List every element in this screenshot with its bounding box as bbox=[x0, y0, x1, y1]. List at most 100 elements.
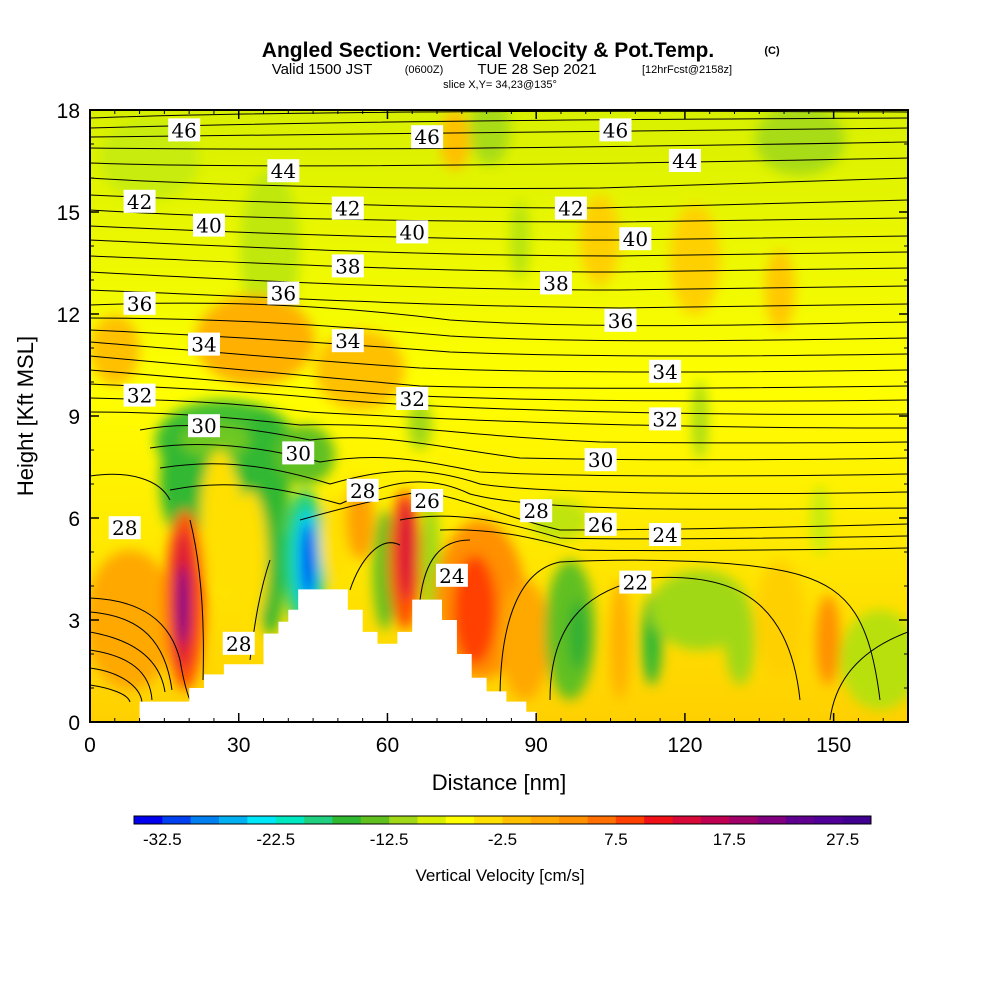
pot-temp-label-text: 44 bbox=[672, 149, 697, 173]
pot-temp-label-bg bbox=[540, 271, 573, 295]
x-axis: 0 30 60 90 120 150 bbox=[84, 110, 884, 757]
pot-temp-label: 34 bbox=[331, 329, 364, 353]
pot-temp-label-text: 24 bbox=[652, 523, 677, 547]
y-tick-label: 9 bbox=[68, 406, 80, 429]
pot-temp-label-text: 28 bbox=[523, 499, 548, 523]
pot-temp-label: 28 bbox=[346, 478, 379, 503]
colorbar-swatch bbox=[587, 816, 617, 824]
y-tick-label: 15 bbox=[57, 202, 80, 225]
colorbar-swatch bbox=[389, 816, 418, 824]
colorbar-swatch bbox=[700, 816, 730, 824]
pot-temp-label-text: 30 bbox=[285, 441, 310, 465]
colorbar-swatch bbox=[445, 816, 475, 824]
colorbar-swatch bbox=[559, 816, 588, 824]
pot-temp-label: 46 bbox=[599, 118, 632, 142]
pot-temp-label-bg bbox=[554, 196, 587, 220]
pot-temp-label-bg bbox=[649, 407, 682, 431]
colorbar-swatch bbox=[785, 816, 815, 824]
pot-temp-label-bg bbox=[520, 499, 553, 523]
colorbar-tick-label: 7.5 bbox=[604, 830, 628, 849]
colorbar-swatch bbox=[134, 816, 163, 824]
pot-temp-label-text: 32 bbox=[652, 407, 677, 431]
pot-temp-label: 38 bbox=[331, 254, 364, 278]
pot-temp-label-text: 36 bbox=[127, 292, 152, 316]
pot-temp-label-text: 32 bbox=[400, 387, 425, 411]
pot-temp-label: 32 bbox=[396, 387, 429, 411]
terrain bbox=[90, 589, 537, 722]
pot-temp-label-bg bbox=[267, 281, 300, 305]
colorbar-swatch bbox=[502, 816, 532, 824]
pot-temp-label-text: 38 bbox=[335, 254, 360, 278]
pot-temp-label-text: 22 bbox=[623, 571, 648, 595]
colorbar-swatch bbox=[842, 816, 872, 824]
pot-temp-label: 26 bbox=[584, 512, 617, 537]
pot-temp-label-text: 36 bbox=[608, 309, 633, 333]
pot-temp-label-text: 34 bbox=[335, 329, 360, 353]
colorbar-swatch bbox=[615, 816, 645, 824]
subtitle-date: TUE 28 Sep 2021 bbox=[477, 61, 596, 78]
pot-temp-label-text: 42 bbox=[558, 197, 583, 221]
x-axis-label: Distance [nm] bbox=[432, 770, 567, 795]
pot-temp-label-bg bbox=[123, 291, 156, 315]
pot-temp-label-bg bbox=[396, 387, 429, 410]
pot-temp-label-bg bbox=[584, 512, 617, 536]
y-tick-label: 6 bbox=[68, 508, 80, 531]
colorbar-swatch bbox=[474, 816, 503, 824]
pot-temp-label-bg bbox=[108, 516, 141, 540]
colorbar-swatch bbox=[247, 816, 277, 824]
colorbar-tick-label: -2.5 bbox=[488, 830, 517, 849]
colorbar-tick-label: 27.5 bbox=[826, 830, 859, 849]
colorbar-swatch bbox=[275, 816, 305, 824]
pot-temp-label-bg bbox=[649, 523, 682, 546]
x-tick-label: 30 bbox=[227, 734, 250, 757]
colorbar-label: Vertical Velocity [cm/s] bbox=[415, 866, 584, 885]
colorbar-swatch bbox=[757, 816, 787, 824]
pot-temp-label: 40 bbox=[619, 227, 652, 251]
pot-temp-label-text: 40 bbox=[196, 214, 221, 238]
colorbar-swatch bbox=[162, 816, 192, 824]
pot-temp-label: 44 bbox=[668, 149, 701, 173]
pot-temp-label: 42 bbox=[123, 189, 156, 214]
colorbar-swatch bbox=[190, 816, 220, 824]
pot-temp-label-text: 40 bbox=[400, 220, 425, 244]
pot-temp-label-text: 28 bbox=[350, 479, 375, 503]
pot-temp-label-bg bbox=[604, 308, 637, 332]
y-tick-label: 3 bbox=[68, 610, 80, 633]
subtitle-valid: Valid 1500 JST bbox=[272, 61, 373, 78]
colorbar-swatch bbox=[672, 816, 702, 824]
pot-temp-label: 28 bbox=[520, 499, 553, 523]
pot-temp-label-text: 26 bbox=[588, 513, 613, 537]
pot-temp-label: 34 bbox=[188, 332, 221, 357]
pot-temp-label: 38 bbox=[540, 271, 573, 295]
pot-temp-label: 22 bbox=[619, 570, 652, 595]
pot-temp-label-text: 26 bbox=[414, 489, 439, 513]
pot-temp-label-text: 42 bbox=[127, 190, 152, 214]
pot-temp-label-bg bbox=[188, 332, 221, 356]
colorbar-swatch bbox=[304, 816, 333, 824]
colorbar-tick-label: -22.5 bbox=[256, 830, 295, 849]
pot-temp-label: 28 bbox=[222, 631, 255, 656]
pot-temp-label-bg bbox=[668, 149, 701, 172]
pot-temp-label-bg bbox=[584, 448, 617, 472]
colorbar-swatch bbox=[219, 816, 248, 824]
pot-temp-label-text: 46 bbox=[171, 118, 196, 142]
pot-temp-label: 36 bbox=[267, 281, 300, 306]
pot-temp-contours bbox=[90, 110, 908, 721]
colorbar-tick-label: 17.5 bbox=[713, 830, 746, 849]
pot-temp-label-text: 46 bbox=[414, 125, 439, 149]
pot-temp-label: 44 bbox=[267, 159, 300, 183]
pot-temp-label-text: 28 bbox=[112, 516, 137, 540]
pot-temp-label-text: 30 bbox=[191, 414, 216, 438]
pot-temp-label-bg bbox=[192, 213, 225, 237]
pot-temp-label-bg bbox=[346, 478, 379, 502]
pot-temp-label: 36 bbox=[604, 308, 637, 333]
subtitle-slice: slice X,Y= 34,23@135° bbox=[443, 79, 557, 91]
colorbar-swatch bbox=[360, 816, 390, 824]
pot-temp-label: 24 bbox=[435, 563, 468, 588]
pot-temp-label-bg bbox=[331, 329, 364, 353]
pot-temp-label-bg bbox=[267, 159, 300, 183]
chart-title: Angled Section: Vertical Velocity & Pot.… bbox=[262, 39, 780, 62]
pot-temp-label-text: 24 bbox=[439, 564, 464, 588]
